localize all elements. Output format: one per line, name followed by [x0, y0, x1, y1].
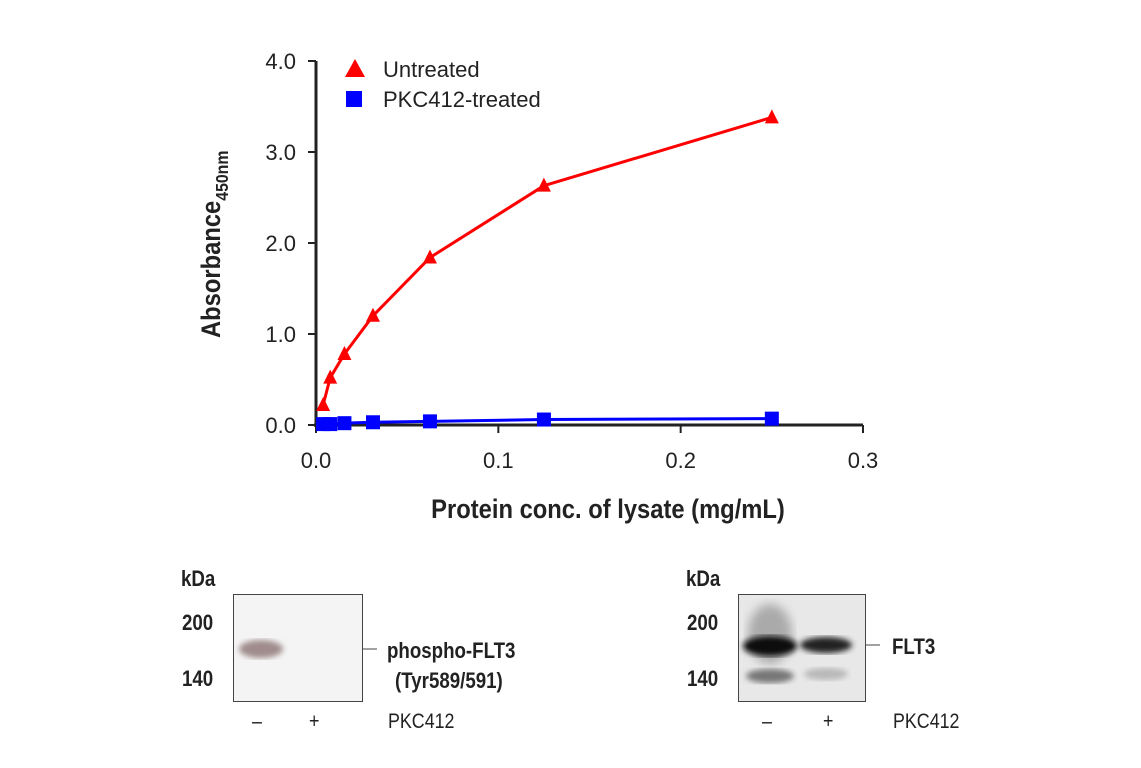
y-tick-label: 0.0: [265, 413, 296, 438]
treatment-label-left: PKC412: [388, 710, 455, 733]
legend-marker-treated: [346, 91, 362, 107]
blot-label-flt3: FLT3: [892, 634, 936, 659]
data-point-treated: [422, 414, 437, 429]
y-axis-label: Absorbance450nm: [197, 151, 233, 338]
data-point-untreated: [316, 396, 331, 411]
kda-label-left: kDa: [181, 566, 216, 591]
legend: Untreated PKC412-treated: [345, 57, 541, 112]
data-point-untreated: [422, 249, 437, 264]
data-point-untreated: [323, 369, 338, 384]
blot-label-site: (Tyr589/591): [395, 668, 503, 693]
x-axis-label: Protein conc. of lysate (mg/mL): [431, 495, 785, 525]
x-tick-label: 0.1: [483, 448, 514, 473]
y-tick-label: 2.0: [265, 231, 296, 256]
kda-label-right: kDa: [686, 566, 721, 591]
lane2-plus-right: +: [823, 710, 834, 733]
lane1-minus-left: –: [252, 710, 262, 733]
x-tick-label: 0.2: [665, 448, 696, 473]
band-lane2: [800, 637, 852, 653]
legend-label-treated: PKC412-treated: [383, 87, 541, 112]
marker-200-right: 200: [687, 610, 719, 635]
data-point-untreated: [764, 109, 779, 124]
data-point-untreated: [337, 346, 352, 361]
marker-200-left: 200: [182, 610, 214, 635]
treatment-label-right: PKC412: [893, 710, 960, 733]
marker-140-left: 140: [182, 666, 214, 691]
band-lane1: [743, 636, 797, 656]
legend-label-untreated: Untreated: [383, 57, 480, 82]
y-tick-label: 4.0: [265, 49, 296, 74]
band-lane1: [239, 640, 283, 658]
y-tick-label: 1.0: [265, 322, 296, 347]
data-point-treated: [323, 417, 338, 432]
x-tick-label: 0.3: [848, 448, 879, 473]
data-point-untreated: [365, 307, 380, 322]
data-point-treated: [365, 415, 380, 430]
legend-marker-untreated: [345, 59, 365, 77]
data-point-treated: [536, 412, 551, 427]
lane2-plus-left: +: [309, 710, 320, 733]
elisa-chart: 0.0 0.1 0.2 0.3 0.0 1.0 2.0 3.0 4.0 Protein conc…: [197, 49, 879, 525]
y-tick-label: 3.0: [265, 140, 296, 165]
marker-140-right: 140: [687, 666, 719, 691]
blot-phospho-flt3: [233, 594, 363, 702]
series-line-untreated: [321, 115, 773, 406]
x-tick-label: 0.0: [301, 448, 332, 473]
data-point-untreated: [536, 177, 551, 192]
blot-flt3: [738, 594, 866, 702]
data-point-treated: [764, 411, 779, 426]
lane1-minus-right: –: [762, 710, 772, 733]
blot-label-phospho-flt3: phospho-FLT3: [387, 638, 516, 663]
data-point-treated: [337, 416, 352, 431]
